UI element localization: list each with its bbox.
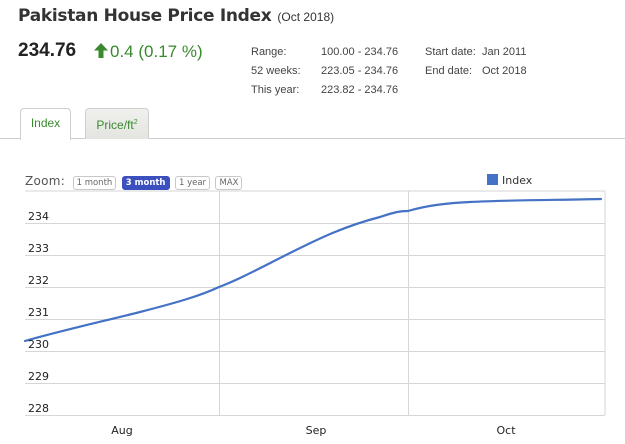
legend-swatch-icon: [487, 174, 498, 185]
stat-label: Range:: [251, 46, 287, 58]
zoom-1-year-button[interactable]: 1 year: [174, 176, 211, 190]
stat-label: This year:: [251, 84, 300, 96]
stat-value: Oct 2018: [482, 65, 527, 77]
page-title: Pakistan House Price Index: [18, 6, 272, 26]
stat-label: End date:: [425, 65, 473, 77]
chart-tabs: Index Price/ft2: [0, 108, 625, 140]
tab-label-superscript: 2: [133, 119, 138, 126]
header: Pakistan House Price Index (Oct 2018): [18, 6, 334, 26]
zoom-label: Zoom:: [25, 174, 66, 188]
x-tick-oct: Oct: [496, 424, 516, 437]
index-series-line: [23, 197, 603, 343]
tab-label: Price/ft: [96, 118, 134, 132]
x-tick-sep: Sep: [305, 424, 327, 437]
tab-price-per-sqft[interactable]: Price/ft2: [85, 108, 149, 139]
y-tick-232: 232: [28, 274, 49, 287]
stat-value: 223.82 - 234.76: [321, 84, 399, 96]
zoom-1-month-button[interactable]: 1 month: [72, 176, 117, 190]
zoom-max-button[interactable]: MAX: [215, 176, 243, 190]
stat-label: Start date:: [425, 46, 476, 58]
page-title-date: (Oct 2018): [277, 10, 335, 24]
horizontal-gridlines: [25, 223, 605, 416]
vertical-gridlines: [219, 191, 409, 415]
price-change-value: 0.4 (0.17 %): [110, 42, 203, 61]
stat-label: 52 weeks:: [251, 65, 301, 77]
zoom-3-month-button[interactable]: 3 month: [121, 176, 170, 190]
stat-value: 223.05 - 234.76: [321, 65, 399, 77]
price-change: 0.4 (0.17 %): [94, 42, 203, 62]
tab-label: Index: [30, 116, 61, 130]
y-tick-230: 230: [28, 338, 49, 351]
y-tick-229: 229: [28, 370, 49, 383]
chart-legend[interactable]: Index: [487, 174, 532, 187]
legend-label: Index: [502, 174, 533, 187]
y-tick-234: 234: [28, 210, 49, 223]
zoom-controls: Zoom: 1 month 3 month 1 year MAX: [25, 172, 243, 190]
x-tick-aug: Aug: [111, 424, 133, 437]
tab-index[interactable]: Index: [20, 108, 71, 140]
y-tick-233: 233: [28, 242, 49, 255]
stat-value: Jan 2011: [482, 46, 527, 58]
arrow-up-icon: [94, 43, 108, 58]
y-tick-231: 231: [28, 306, 49, 319]
y-tick-228: 228: [28, 402, 49, 415]
stat-value: 100.00 - 234.76: [321, 46, 399, 58]
current-price: 234.76: [18, 40, 77, 61]
